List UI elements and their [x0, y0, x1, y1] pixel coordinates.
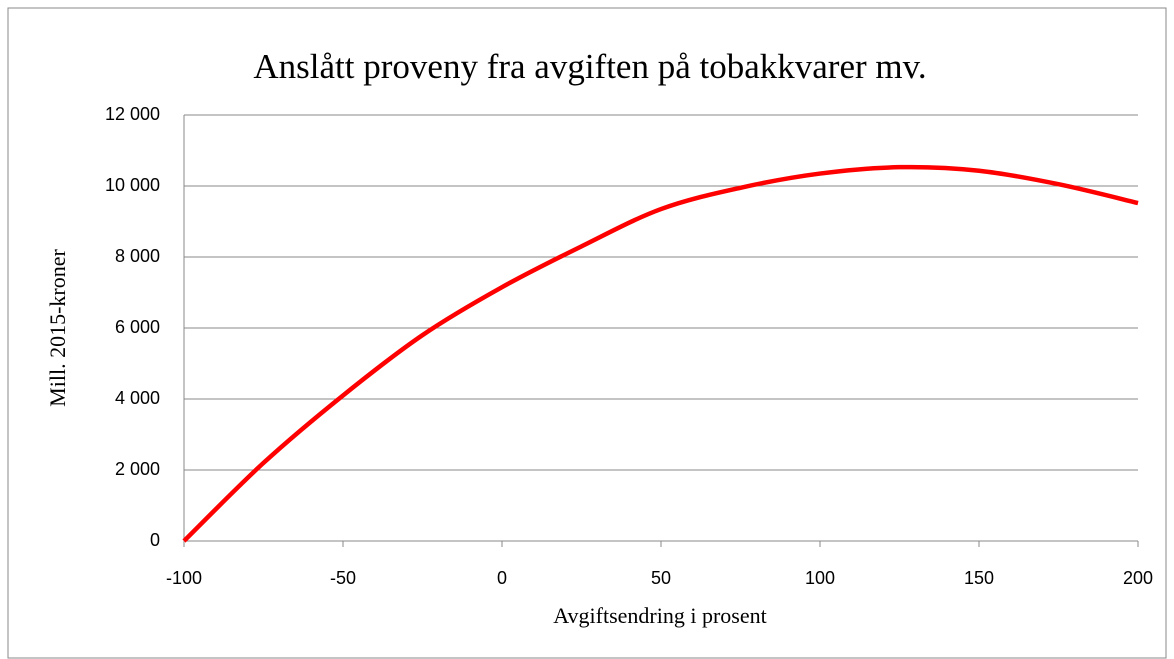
- x-tick-label: -50: [330, 568, 356, 588]
- line-series: [182, 164, 1139, 543]
- y-tick-label: 8 000: [115, 246, 160, 266]
- y-tick-label: 12 000: [105, 104, 160, 124]
- y-tick-label: 2 000: [115, 459, 160, 479]
- y-tick-label: 4 000: [115, 388, 160, 408]
- x-tick-label: 50: [651, 568, 671, 588]
- y-tick-label: 6 000: [115, 317, 160, 337]
- x-axis-label: Avgiftsendring i prosent: [553, 603, 766, 628]
- x-tick-label: 100: [805, 568, 835, 588]
- y-tick-label: 0: [150, 530, 160, 550]
- x-tick-label: 150: [964, 568, 994, 588]
- y-tick-label: 10 000: [105, 175, 160, 195]
- x-tick-label: 0: [497, 568, 507, 588]
- chart-title: Anslått proveny fra avgiften på tobakkva…: [253, 47, 926, 86]
- y-axis-label: Mill. 2015-kroner: [45, 249, 70, 407]
- x-tick-label: -100: [166, 568, 202, 588]
- chart-border: [7, 7, 1167, 659]
- x-tick-label: 200: [1123, 568, 1153, 588]
